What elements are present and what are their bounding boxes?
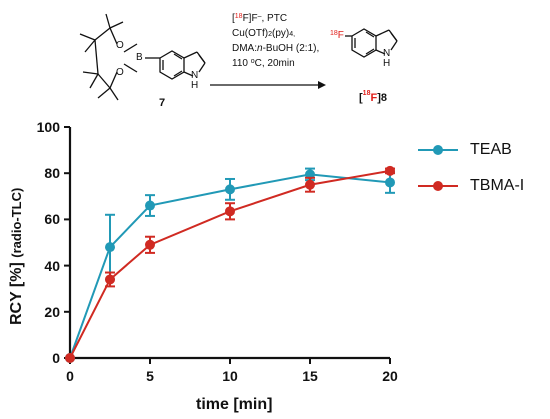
x-tick-label: 20 [382, 368, 398, 384]
series-line-tbma-i [69, 169, 391, 359]
y-tick-label: 60 [44, 211, 60, 228]
legend-label-teab: TEAB [470, 141, 512, 158]
legend-marker-tbma-i [433, 181, 443, 191]
condition-line-3: DMA:n-BuOH (2:1), [232, 43, 320, 54]
data-point-teab [145, 200, 155, 211]
legend-label-tbma-i: TBMA-I [470, 177, 525, 194]
data-point-tbma-i [225, 206, 235, 217]
x-axis-title: time [min] [196, 396, 273, 413]
reaction-arrow [210, 81, 326, 89]
condition-line-2: Cu(OTf)2(py)4, [232, 28, 296, 39]
series-line-teab [69, 173, 391, 359]
nitrogen-atom-reactant: N [191, 70, 199, 81]
data-point-tbma-i [145, 239, 155, 250]
data-point-teab [385, 177, 395, 188]
oxygen-atom-top: O [116, 40, 124, 51]
hydrogen-atom-product: H [383, 58, 391, 69]
data-point-teab [105, 242, 115, 253]
y-tick-label: 0 [52, 350, 60, 366]
legend-marker-teab [433, 145, 443, 155]
y-tick-label: 80 [44, 165, 60, 182]
y-tick-label: 20 [44, 303, 60, 320]
data-point-tbma-i [65, 353, 75, 363]
x-tick-label: 10 [222, 368, 238, 384]
reaction-scheme [79, 13, 398, 101]
x-tick-label: 0 [66, 368, 74, 384]
reactant-label: 7 [159, 97, 166, 109]
indole-reactant-structure [159, 50, 206, 80]
x-tick-label: 5 [146, 368, 154, 384]
nitrogen-atom-product: N [383, 48, 391, 59]
data-point-teab [225, 184, 235, 195]
pinacol-boronate-structure [79, 13, 160, 101]
data-point-tbma-i [105, 274, 115, 285]
product-label: [18F]8 [359, 90, 387, 104]
condition-line-1: [18F]F–, PTC [232, 13, 288, 24]
boron-atom: B [136, 52, 143, 63]
hydrogen-atom-reactant: H [191, 80, 199, 91]
condition-line-4: 110 oC, 20min [232, 58, 295, 69]
y-tick-label: 100 [36, 119, 60, 135]
data-point-tbma-i [385, 165, 395, 176]
fluorine-18-label: 18F [330, 30, 344, 41]
fluoroindole-product-structure [345, 28, 398, 58]
y-tick-label: 40 [44, 257, 60, 274]
x-tick-label: 15 [302, 368, 318, 384]
data-point-tbma-i [305, 179, 315, 190]
oxygen-atom-bottom: O [116, 67, 124, 78]
